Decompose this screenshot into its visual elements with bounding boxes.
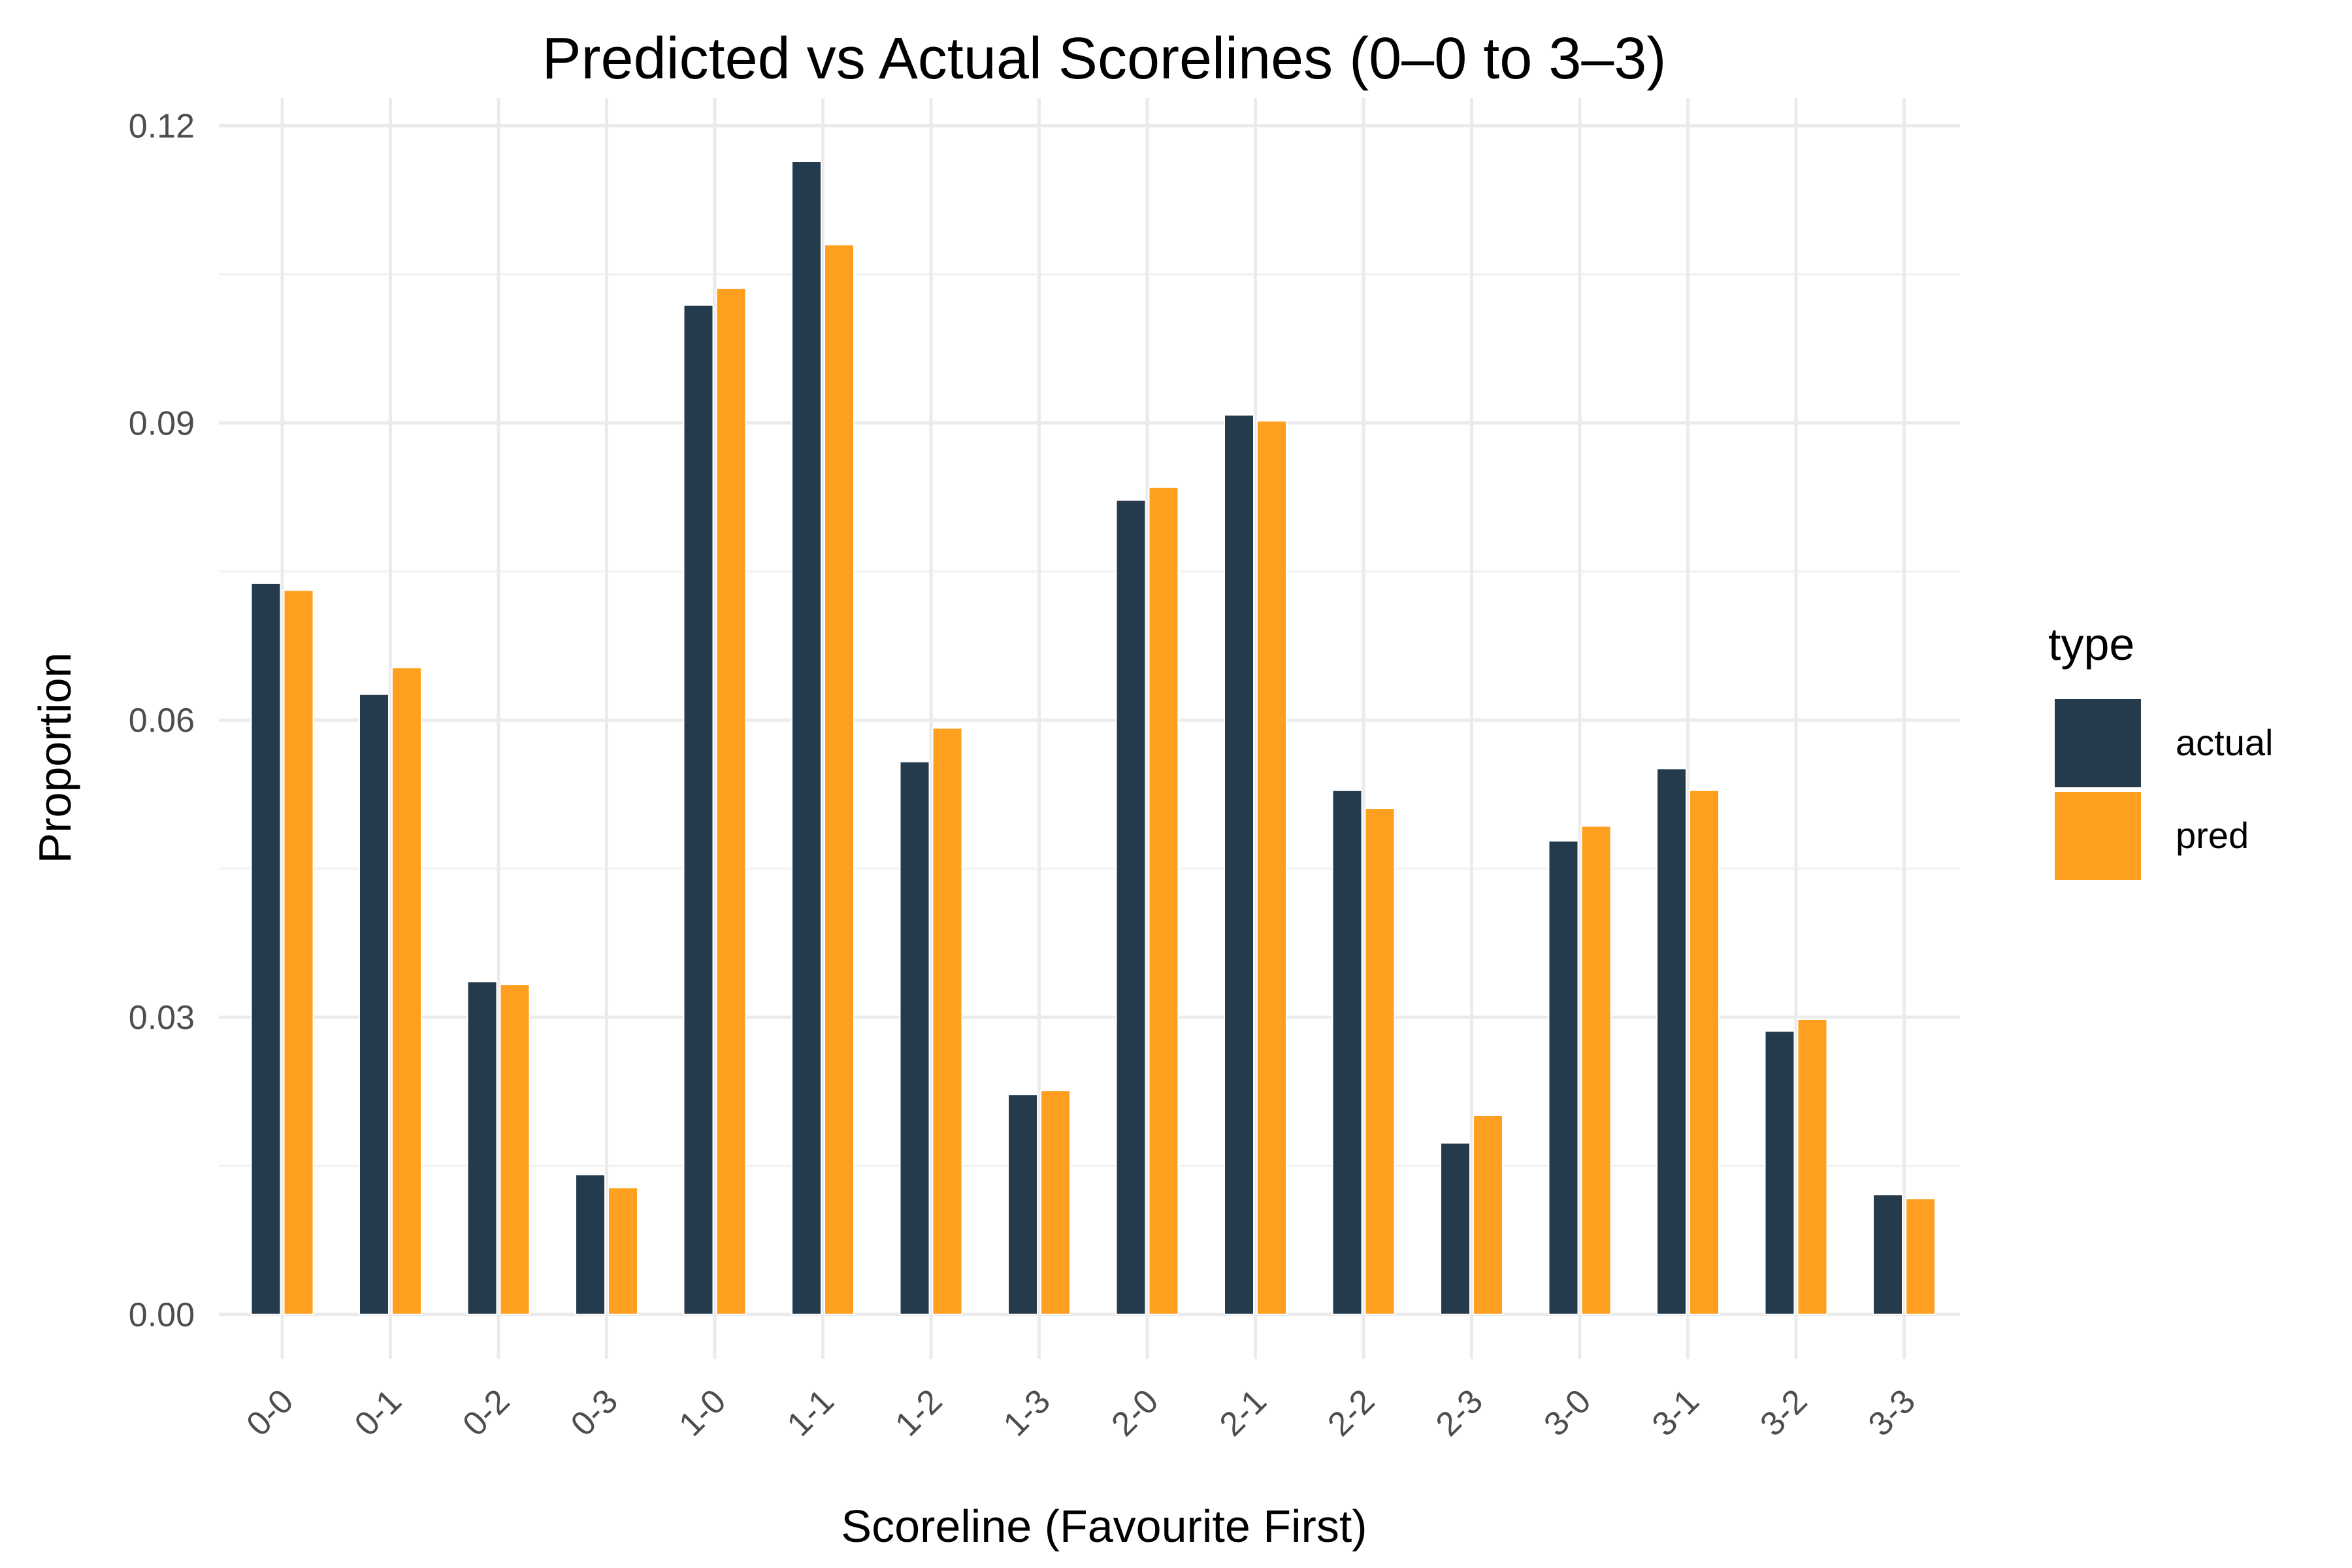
bar-actual xyxy=(1656,768,1687,1315)
legend-swatch-pred xyxy=(2055,792,2141,880)
x-tick-label: 1-1 xyxy=(780,1382,841,1443)
bar-actual xyxy=(1224,414,1254,1315)
bar-actual xyxy=(899,760,930,1315)
y-tick-label: 0.03 xyxy=(129,999,195,1037)
bar-actual xyxy=(359,693,389,1315)
x-tick-label: 0-0 xyxy=(239,1382,301,1443)
legend-title: type xyxy=(2048,619,2134,670)
x-tick-label: 3-1 xyxy=(1645,1382,1707,1443)
x-tick-label: 1-3 xyxy=(996,1382,1058,1443)
bar-pred xyxy=(1905,1198,1936,1315)
x-tick-label: 2-3 xyxy=(1429,1382,1490,1443)
legend-items: actual pred xyxy=(2055,699,2273,880)
bar-pred xyxy=(391,666,422,1315)
bar-actual xyxy=(1115,499,1147,1315)
y-tick-label: 0.00 xyxy=(129,1296,195,1334)
bar-actual xyxy=(791,161,822,1315)
bar-pred xyxy=(1797,1018,1828,1315)
legend-swatch-actual xyxy=(2055,699,2141,787)
y-axis-title: Proportion xyxy=(29,653,80,864)
bar-pred xyxy=(1148,486,1179,1315)
x-tick-label: 3-0 xyxy=(1537,1382,1598,1443)
x-tick-label: 3-3 xyxy=(1861,1382,1923,1443)
y-tick-label: 0.09 xyxy=(129,404,195,442)
bar-actual xyxy=(1331,789,1363,1315)
bar-actual xyxy=(575,1174,606,1315)
bar-actual xyxy=(1548,840,1579,1315)
x-axis-title: Scoreline (Favourite First) xyxy=(841,1501,1367,1552)
bar-actual xyxy=(1440,1142,1471,1315)
bar-actual xyxy=(1872,1194,1903,1315)
bar-pred xyxy=(1689,789,1720,1315)
bar-actual xyxy=(1007,1094,1038,1315)
bar-pred xyxy=(1256,420,1287,1315)
bar-actual xyxy=(1764,1030,1795,1315)
bar-pred xyxy=(499,983,531,1315)
x-axis-ticks: 0-0 0-1 0-2 0-3 1-0 1-1 1-2 1-3 2-0 2-1 2-2 2-3 3-0 3… xyxy=(239,1382,1923,1443)
y-tick-label: 0.06 xyxy=(129,702,195,740)
legend-label-actual: actual xyxy=(2176,722,2273,763)
bar-pred xyxy=(932,727,963,1315)
x-tick-label: 3-2 xyxy=(1753,1382,1814,1443)
bar-pred xyxy=(1473,1115,1503,1315)
legend: type actual pred xyxy=(2048,619,2273,880)
bar-actual xyxy=(683,304,714,1315)
x-tick-label: 2-2 xyxy=(1320,1382,1382,1443)
x-tick-label: 1-2 xyxy=(888,1382,949,1443)
y-axis-ticks: 0.00 0.03 0.06 0.09 0.12 xyxy=(129,107,195,1333)
x-tick-label: 2-1 xyxy=(1213,1382,1274,1443)
x-tick-label: 2-0 xyxy=(1104,1382,1166,1443)
x-tick-label: 1-0 xyxy=(672,1382,733,1443)
bar-pred xyxy=(1040,1090,1071,1315)
x-tick-label: 0-1 xyxy=(348,1382,409,1443)
bar-pred xyxy=(608,1186,638,1315)
x-tick-label: 0-3 xyxy=(564,1382,625,1443)
bar-pred xyxy=(1580,825,1612,1315)
bar-pred xyxy=(283,589,314,1315)
x-tick-label: 0-2 xyxy=(455,1382,517,1443)
bar-actual xyxy=(250,582,282,1315)
bar-actual xyxy=(466,981,498,1315)
bar-pred xyxy=(715,287,747,1315)
bars xyxy=(250,161,1936,1315)
bar-pred xyxy=(1364,808,1396,1315)
y-tick-label: 0.12 xyxy=(129,107,195,145)
bar-pred xyxy=(824,244,855,1315)
chart-title: Predicted vs Actual Scorelines (0–0 to 3… xyxy=(542,26,1667,91)
legend-label-pred: pred xyxy=(2176,815,2249,856)
